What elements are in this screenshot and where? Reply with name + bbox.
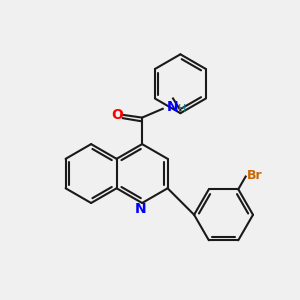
Text: H: H [178,104,186,114]
Text: N: N [135,202,146,216]
Text: Br: Br [247,169,263,182]
Text: O: O [111,108,123,122]
Text: N: N [166,100,178,114]
